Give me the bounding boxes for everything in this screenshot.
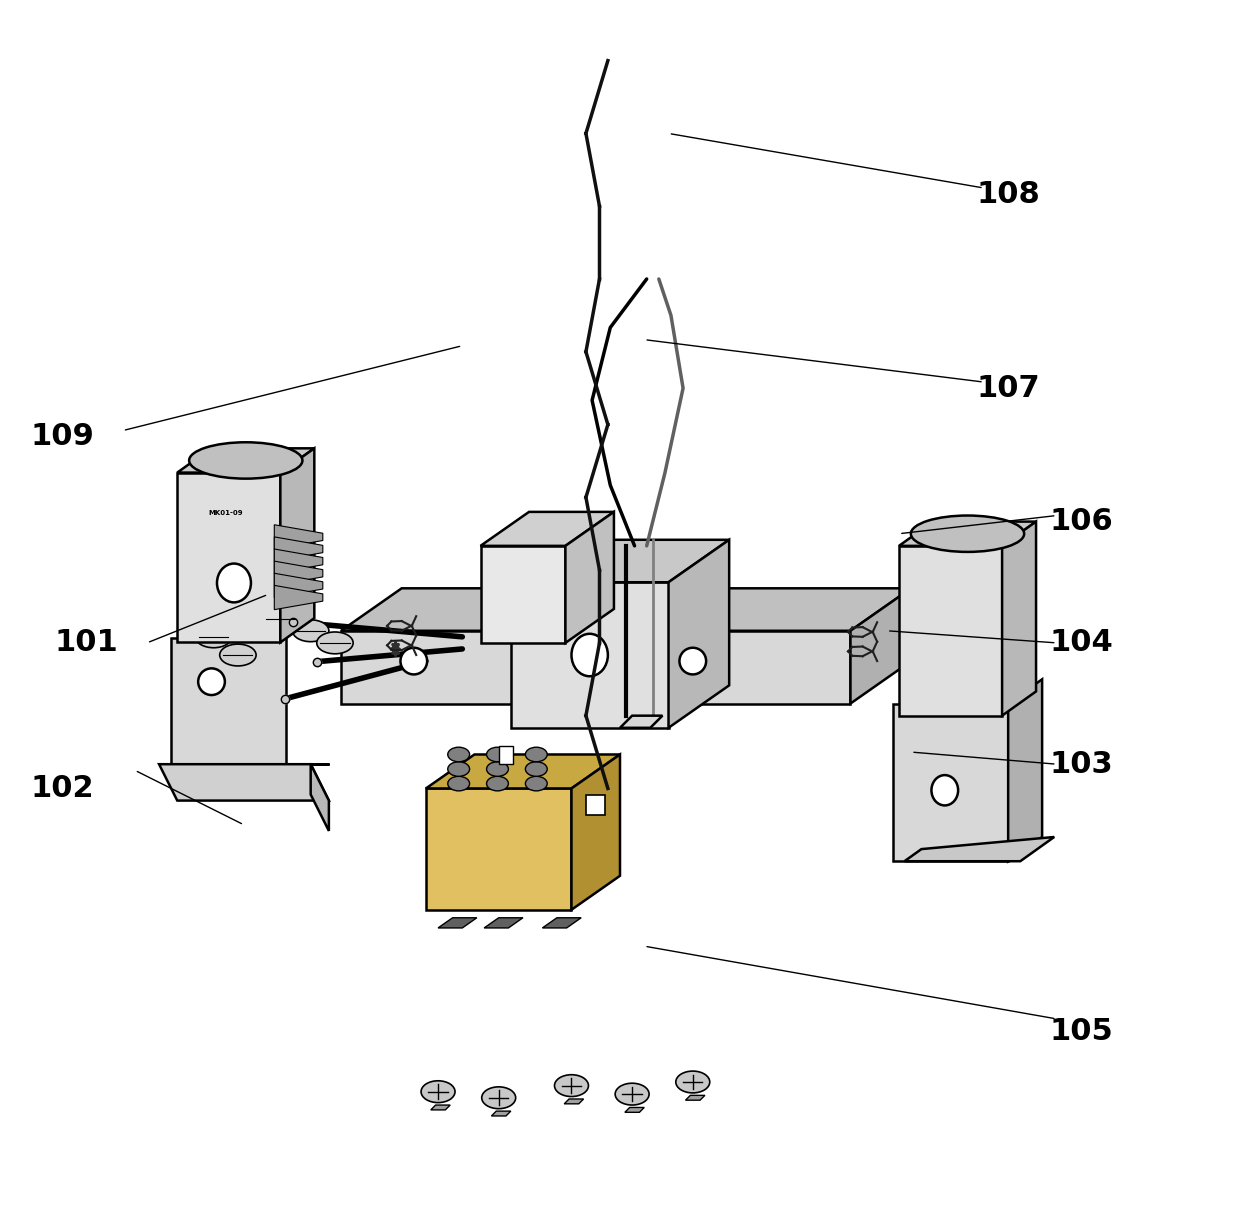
- Polygon shape: [311, 764, 329, 831]
- Ellipse shape: [448, 747, 470, 762]
- Ellipse shape: [931, 775, 959, 805]
- Polygon shape: [1008, 679, 1042, 861]
- Polygon shape: [274, 525, 322, 549]
- Polygon shape: [851, 588, 911, 704]
- Polygon shape: [274, 537, 322, 562]
- Polygon shape: [899, 522, 1037, 546]
- Polygon shape: [425, 754, 620, 788]
- Ellipse shape: [615, 1083, 649, 1105]
- Polygon shape: [280, 449, 314, 643]
- Text: 106: 106: [1049, 507, 1112, 536]
- Polygon shape: [511, 540, 729, 582]
- Polygon shape: [159, 764, 329, 801]
- Ellipse shape: [217, 564, 250, 603]
- Ellipse shape: [486, 747, 508, 762]
- Polygon shape: [893, 704, 1008, 861]
- Ellipse shape: [526, 776, 547, 791]
- Text: 102: 102: [30, 774, 94, 803]
- Ellipse shape: [481, 1087, 516, 1109]
- Polygon shape: [565, 512, 614, 643]
- Polygon shape: [904, 837, 1054, 861]
- Polygon shape: [620, 716, 662, 728]
- Polygon shape: [274, 586, 322, 610]
- Text: 109: 109: [30, 422, 94, 451]
- Polygon shape: [498, 746, 513, 764]
- Text: MK01-09: MK01-09: [208, 509, 243, 516]
- Ellipse shape: [401, 648, 427, 674]
- Polygon shape: [572, 754, 620, 910]
- Polygon shape: [481, 546, 565, 643]
- Polygon shape: [1002, 522, 1037, 716]
- Polygon shape: [341, 588, 911, 631]
- Ellipse shape: [526, 762, 547, 776]
- Polygon shape: [587, 795, 605, 815]
- Ellipse shape: [554, 1075, 589, 1097]
- Text: 105: 105: [1049, 1016, 1112, 1046]
- Polygon shape: [177, 473, 280, 643]
- Polygon shape: [511, 582, 668, 728]
- Ellipse shape: [262, 608, 299, 630]
- Polygon shape: [481, 512, 614, 546]
- Ellipse shape: [486, 762, 508, 776]
- Ellipse shape: [448, 776, 470, 791]
- Polygon shape: [430, 1105, 450, 1110]
- Ellipse shape: [198, 668, 224, 695]
- Ellipse shape: [680, 648, 706, 674]
- Polygon shape: [484, 918, 523, 928]
- Polygon shape: [564, 1099, 584, 1104]
- Text: 103: 103: [1049, 750, 1112, 779]
- Ellipse shape: [448, 762, 470, 776]
- Polygon shape: [491, 1111, 511, 1116]
- Text: 104: 104: [1049, 628, 1112, 657]
- Polygon shape: [899, 546, 1002, 716]
- Polygon shape: [425, 788, 572, 910]
- Ellipse shape: [911, 516, 1024, 552]
- Polygon shape: [274, 562, 322, 586]
- Ellipse shape: [422, 1081, 455, 1103]
- Polygon shape: [274, 574, 322, 598]
- Polygon shape: [438, 918, 477, 928]
- Polygon shape: [341, 631, 851, 704]
- Ellipse shape: [190, 443, 303, 479]
- Polygon shape: [686, 1095, 704, 1100]
- Polygon shape: [542, 918, 582, 928]
- Polygon shape: [274, 549, 322, 574]
- Polygon shape: [171, 638, 286, 764]
- Polygon shape: [625, 1107, 645, 1112]
- Ellipse shape: [293, 620, 329, 642]
- Ellipse shape: [676, 1071, 709, 1093]
- Ellipse shape: [572, 634, 608, 677]
- Ellipse shape: [219, 644, 257, 666]
- Ellipse shape: [526, 747, 547, 762]
- Polygon shape: [177, 449, 314, 473]
- Text: 101: 101: [55, 628, 118, 657]
- Ellipse shape: [486, 776, 508, 791]
- Polygon shape: [668, 540, 729, 728]
- Ellipse shape: [316, 632, 353, 654]
- Text: 108: 108: [976, 180, 1040, 209]
- Text: 107: 107: [976, 374, 1040, 403]
- Ellipse shape: [196, 626, 232, 648]
